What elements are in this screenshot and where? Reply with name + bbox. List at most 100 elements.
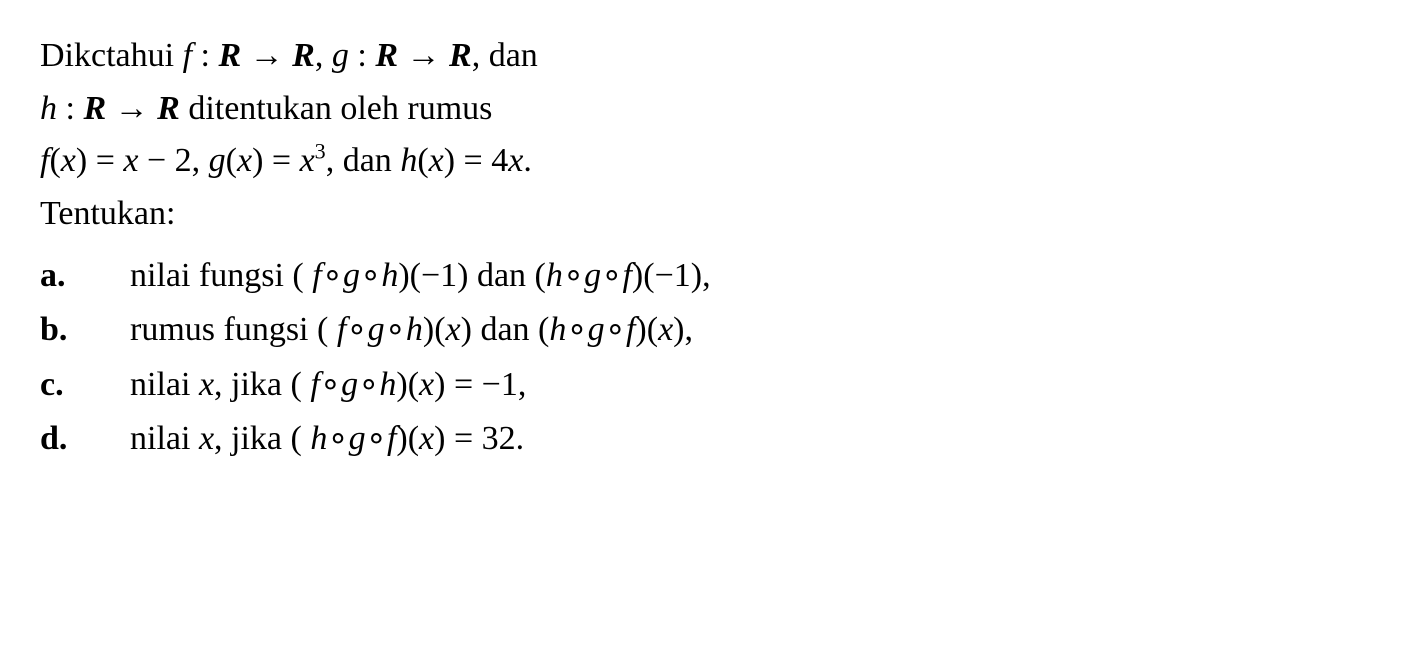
var-g: g — [209, 142, 226, 179]
text: ( — [226, 142, 237, 179]
exponent: 3 — [315, 139, 326, 164]
text: . — [523, 142, 532, 179]
text: ) = — [252, 142, 300, 179]
var-x: x — [199, 420, 214, 457]
text: ) = −1, — [434, 366, 526, 403]
text: ( — [417, 142, 428, 179]
item-body: nilai fungsi (f∘g∘h)(−1) dan (h∘g∘f)(−1)… — [130, 249, 711, 303]
text: : — [192, 37, 218, 74]
var-g: g — [341, 366, 358, 403]
text: , — [315, 37, 332, 74]
text: , jika ( — [214, 420, 302, 457]
item-body: nilai x, jika (h∘g∘f)(x) = 32. — [130, 412, 524, 466]
var-h: h — [379, 366, 396, 403]
text: ) dan ( — [461, 311, 550, 348]
intro-line-2: h : R → R ditentukan oleh rumus — [40, 83, 1386, 136]
var-x: x — [419, 366, 434, 403]
set-R: R — [449, 37, 472, 74]
text: : — [57, 90, 83, 127]
compose: ∘ — [366, 420, 387, 457]
var-x: x — [237, 142, 252, 179]
var-f: f — [310, 366, 319, 403]
text: )( — [396, 366, 419, 403]
compose: ∘ — [385, 311, 406, 348]
item-a: a. nilai fungsi (f∘g∘h)(−1) dan (h∘g∘f)(… — [40, 249, 1386, 303]
text: )( — [423, 311, 446, 348]
var-h: h — [549, 311, 566, 348]
text: : — [349, 37, 375, 74]
var-x: x — [508, 142, 523, 179]
var-f: f — [183, 37, 192, 74]
item-b: b. rumus fungsi (f∘g∘h)(x) dan (h∘g∘f)(x… — [40, 303, 1386, 357]
var-g: g — [332, 37, 349, 74]
text: nilai fungsi ( — [130, 257, 304, 294]
text: ) = 4 — [444, 142, 509, 179]
var-x: x — [300, 142, 315, 179]
arrow: → — [106, 90, 157, 127]
item-d: d. nilai x, jika (h∘g∘f)(x) = 32. — [40, 412, 1386, 466]
var-h: h — [40, 90, 57, 127]
compose: ∘ — [563, 257, 584, 294]
item-body: rumus fungsi (f∘g∘h)(x) dan (h∘g∘f)(x), — [130, 303, 693, 357]
text: nilai — [130, 420, 199, 457]
compose: ∘ — [360, 257, 381, 294]
var-g: g — [588, 311, 605, 348]
var-f: f — [387, 420, 396, 457]
compose: ∘ — [605, 311, 626, 348]
text: , dan — [326, 142, 401, 179]
var-f: f — [312, 257, 321, 294]
text: )(−1), — [632, 257, 711, 294]
compose: ∘ — [601, 257, 622, 294]
var-h: h — [310, 420, 327, 457]
set-R: R — [157, 90, 180, 127]
var-f: f — [622, 257, 631, 294]
text: ) = 32. — [434, 420, 524, 457]
text: Dikctahui — [40, 37, 183, 74]
item-marker: c. — [40, 358, 130, 412]
text: , dan — [472, 37, 538, 74]
var-x: x — [199, 366, 214, 403]
set-R: R — [375, 37, 398, 74]
intro-line-1: Dikctahui f : R → R, g : R → R, dan — [40, 30, 1386, 83]
text: , jika ( — [214, 366, 302, 403]
compose: ∘ — [327, 420, 348, 457]
compose: ∘ — [566, 311, 587, 348]
set-R: R — [292, 37, 315, 74]
compose: ∘ — [320, 366, 341, 403]
intro-line-3: f(x) = x − 2, g(x) = x3, dan h(x) = 4x. — [40, 135, 1386, 188]
var-x: x — [446, 311, 461, 348]
text: )( — [396, 420, 419, 457]
var-h: h — [400, 142, 417, 179]
var-x: x — [123, 142, 138, 179]
var-g: g — [343, 257, 360, 294]
text: rumus fungsi ( — [130, 311, 328, 348]
text: nilai — [130, 366, 199, 403]
text: ) = — [76, 142, 124, 179]
text: )( — [635, 311, 658, 348]
var-x: x — [429, 142, 444, 179]
var-x: x — [419, 420, 434, 457]
var-h: h — [546, 257, 563, 294]
arrow: → — [398, 37, 449, 74]
text: )(−1) dan ( — [398, 257, 546, 294]
question-list: a. nilai fungsi (f∘g∘h)(−1) dan (h∘g∘f)(… — [40, 249, 1386, 467]
set-R: R — [218, 37, 241, 74]
item-c: c. nilai x, jika (f∘g∘h)(x) = −1, — [40, 358, 1386, 412]
var-g: g — [368, 311, 385, 348]
item-marker: b. — [40, 303, 130, 357]
text: ), — [673, 311, 693, 348]
var-h: h — [381, 257, 398, 294]
text: − 2, — [138, 142, 208, 179]
var-g: g — [349, 420, 366, 457]
item-marker: d. — [40, 412, 130, 466]
text: ditentukan oleh rumus — [180, 90, 493, 127]
var-f: f — [626, 311, 635, 348]
text: ( — [49, 142, 60, 179]
var-h: h — [406, 311, 423, 348]
arrow: → — [241, 37, 292, 74]
var-g: g — [584, 257, 601, 294]
item-marker: a. — [40, 249, 130, 303]
compose: ∘ — [358, 366, 379, 403]
text: Tentukan: — [40, 195, 175, 232]
var-f: f — [337, 311, 346, 348]
